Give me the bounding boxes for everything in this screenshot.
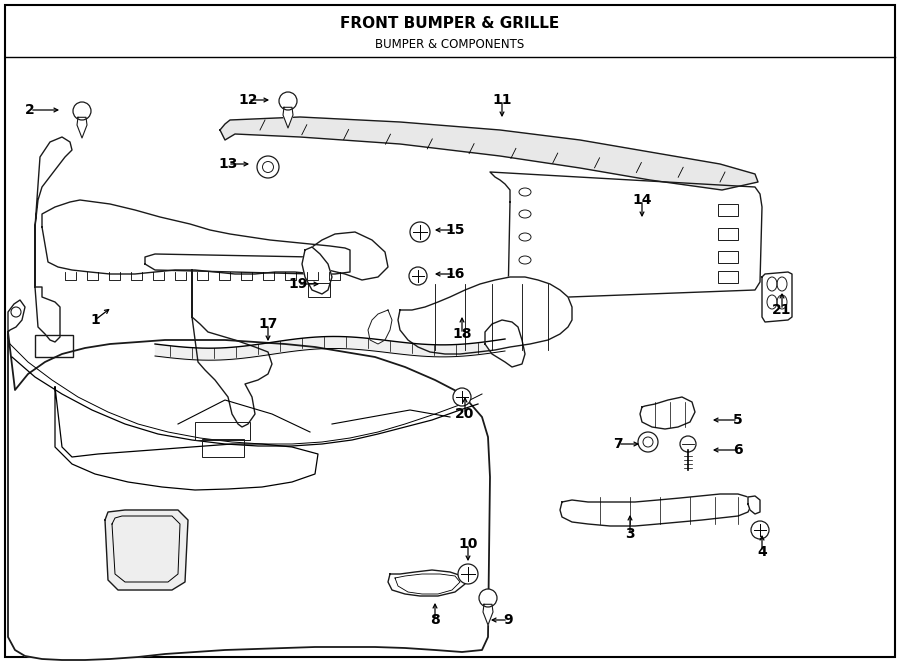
Text: 17: 17: [258, 317, 278, 331]
Polygon shape: [302, 247, 332, 294]
Text: 11: 11: [492, 93, 512, 107]
Polygon shape: [490, 172, 762, 302]
Text: FRONT BUMPER & GRILLE: FRONT BUMPER & GRILLE: [340, 17, 560, 32]
Text: 8: 8: [430, 613, 440, 627]
Text: 14: 14: [632, 193, 652, 207]
Circle shape: [73, 102, 91, 120]
Text: 10: 10: [458, 537, 478, 551]
Text: 1: 1: [90, 313, 100, 327]
Text: 20: 20: [455, 407, 474, 421]
Polygon shape: [35, 137, 72, 227]
Circle shape: [638, 432, 658, 452]
Text: 4: 4: [757, 545, 767, 559]
Polygon shape: [748, 496, 760, 514]
Text: 15: 15: [446, 223, 464, 237]
Polygon shape: [388, 570, 465, 596]
Circle shape: [680, 436, 696, 452]
Text: 13: 13: [219, 157, 238, 171]
Circle shape: [751, 521, 769, 539]
Circle shape: [458, 564, 478, 584]
Text: 12: 12: [238, 93, 257, 107]
Polygon shape: [192, 270, 272, 427]
Circle shape: [279, 92, 297, 110]
Text: 3: 3: [626, 527, 634, 541]
Text: 16: 16: [446, 267, 464, 281]
Bar: [718, 204, 738, 216]
Text: 7: 7: [613, 437, 623, 451]
Text: 19: 19: [288, 277, 308, 291]
Bar: [718, 271, 738, 283]
Circle shape: [409, 267, 427, 285]
Polygon shape: [42, 200, 350, 274]
Bar: [35, 335, 73, 357]
Bar: [718, 228, 738, 240]
Text: 5: 5: [734, 413, 742, 427]
Text: BUMPER & COMPONENTS: BUMPER & COMPONENTS: [375, 38, 525, 50]
Circle shape: [257, 156, 279, 178]
Polygon shape: [368, 310, 392, 344]
Polygon shape: [77, 117, 87, 138]
Polygon shape: [145, 254, 322, 274]
Bar: [202, 439, 244, 457]
Polygon shape: [35, 227, 60, 342]
Text: 2: 2: [25, 103, 35, 117]
Circle shape: [479, 589, 497, 607]
Polygon shape: [485, 320, 525, 367]
Circle shape: [410, 222, 430, 242]
Polygon shape: [483, 604, 493, 625]
Circle shape: [453, 388, 471, 406]
Polygon shape: [283, 107, 293, 128]
Polygon shape: [105, 510, 188, 590]
Bar: [308, 283, 330, 297]
Text: 18: 18: [452, 327, 472, 341]
Polygon shape: [8, 300, 25, 332]
Bar: [718, 251, 738, 263]
Polygon shape: [312, 232, 388, 280]
Polygon shape: [560, 494, 752, 526]
Polygon shape: [398, 277, 572, 354]
Polygon shape: [8, 332, 490, 660]
Polygon shape: [640, 397, 695, 429]
Text: 21: 21: [772, 303, 792, 317]
Polygon shape: [762, 272, 792, 322]
Bar: [195, 422, 250, 440]
Text: 6: 6: [734, 443, 742, 457]
Text: 9: 9: [503, 613, 513, 627]
Polygon shape: [220, 117, 758, 190]
